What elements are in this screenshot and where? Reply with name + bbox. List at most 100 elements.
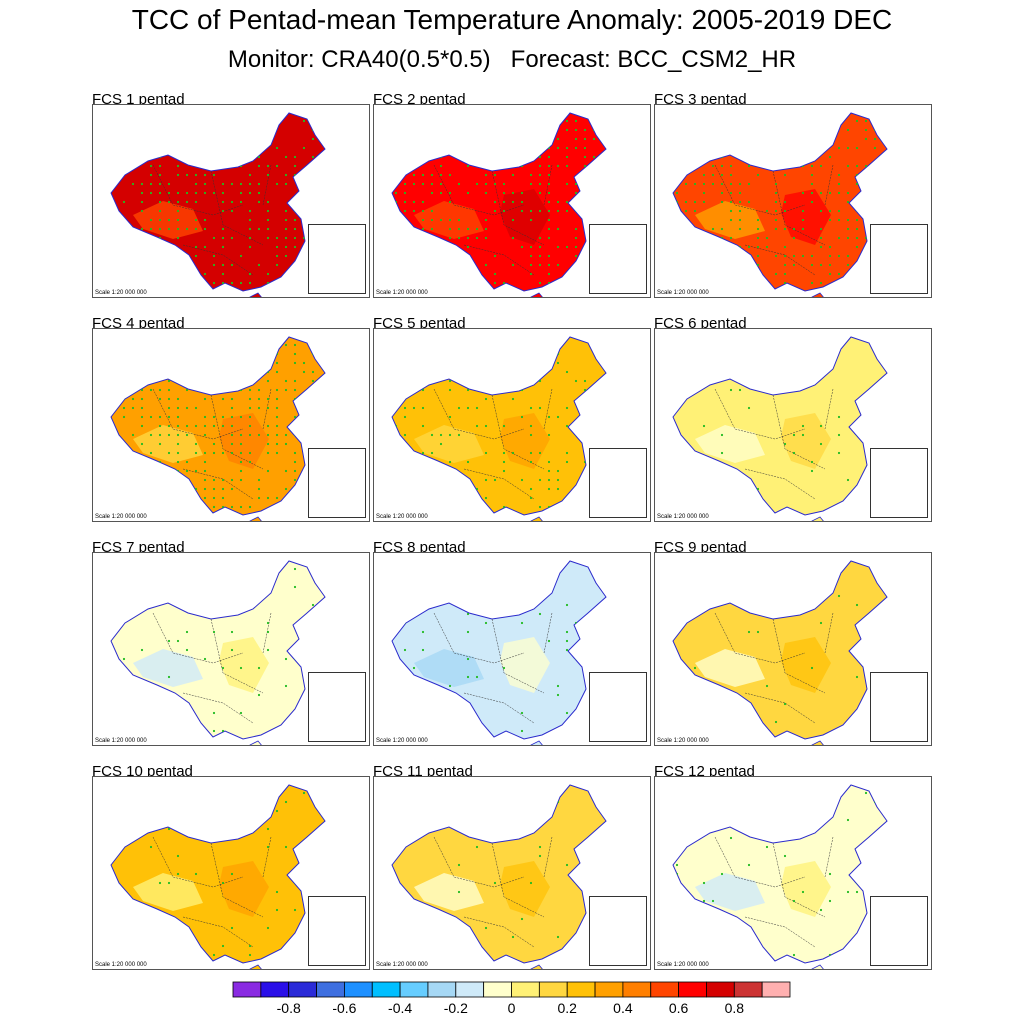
south-china-sea-inset bbox=[308, 448, 366, 518]
panel-label: FCS 5 pentad bbox=[373, 315, 466, 332]
tcc-patch bbox=[781, 637, 831, 693]
province-boundaries bbox=[152, 612, 272, 724]
colorbar-tick-label: -0.6 bbox=[332, 1000, 356, 1016]
tcc-patch bbox=[219, 413, 269, 469]
tcc-patch bbox=[500, 637, 550, 693]
hainan-island bbox=[811, 740, 824, 745]
province-boundaries bbox=[433, 612, 553, 724]
map-panel: FCS 11 pentad Scale 1:20 000 000 bbox=[373, 764, 651, 985]
scale-label: Scale 1:20 000 000 bbox=[95, 290, 147, 296]
map-frame: Scale 1:20 000 000 bbox=[654, 552, 932, 746]
map-frame: Scale 1:20 000 000 bbox=[92, 552, 370, 746]
map-frame: Scale 1:20 000 000 bbox=[373, 328, 651, 522]
china-map bbox=[391, 560, 607, 745]
province-boundaries bbox=[152, 164, 272, 276]
map-panel: FCS 10 pentad Scale 1:20 000 000 bbox=[92, 764, 370, 985]
scale-label: Scale 1:20 000 000 bbox=[376, 514, 428, 520]
hainan-island bbox=[530, 964, 543, 969]
south-china-sea-inset bbox=[308, 896, 366, 966]
china-map bbox=[110, 112, 326, 297]
map-frame: Scale 1:20 000 000 bbox=[92, 776, 370, 970]
tcc-patch bbox=[781, 189, 831, 245]
map-panel: FCS 5 pentad Scale 1:20 000 000 bbox=[373, 316, 651, 537]
colorbar-tick-label: 0.6 bbox=[669, 1000, 689, 1016]
tcc-patch bbox=[414, 649, 484, 687]
province-boundaries bbox=[714, 612, 834, 724]
colorbar-tick-label: -0.8 bbox=[277, 1000, 301, 1016]
scale-label: Scale 1:20 000 000 bbox=[657, 962, 709, 968]
china-map bbox=[110, 784, 326, 969]
hainan-island bbox=[530, 292, 543, 297]
scale-label: Scale 1:20 000 000 bbox=[95, 514, 147, 520]
south-china-sea-inset bbox=[870, 224, 928, 294]
province-boundaries bbox=[433, 164, 553, 276]
panel-label: FCS 1 pentad bbox=[92, 91, 185, 108]
hainan-island bbox=[530, 740, 543, 745]
panel-label: FCS 2 pentad bbox=[373, 91, 466, 108]
hainan-island bbox=[249, 516, 262, 521]
panel-label: FCS 11 pentad bbox=[373, 763, 473, 780]
colorbar-tick-label: -0.4 bbox=[388, 1000, 412, 1016]
china-map bbox=[110, 560, 326, 745]
hainan-island bbox=[530, 516, 543, 521]
map-panel: FCS 1 pentad Scale 1:20 000 000 bbox=[92, 92, 370, 313]
hainan-island bbox=[249, 740, 262, 745]
south-china-sea-inset bbox=[589, 448, 647, 518]
china-map bbox=[672, 112, 888, 297]
hainan-island bbox=[811, 964, 824, 969]
scale-label: Scale 1:20 000 000 bbox=[657, 738, 709, 744]
colorbar-tick-label: -0.2 bbox=[444, 1000, 468, 1016]
china-map bbox=[672, 336, 888, 521]
province-boundaries bbox=[714, 836, 834, 948]
map-frame: Scale 1:20 000 000 bbox=[654, 328, 932, 522]
province-boundaries bbox=[152, 388, 272, 500]
colorbar-tick-label: 0.2 bbox=[557, 1000, 577, 1016]
panel-label: FCS 7 pentad bbox=[92, 539, 185, 556]
colorbar-tick-label: 0.4 bbox=[613, 1000, 633, 1016]
china-map bbox=[391, 784, 607, 969]
tcc-patch bbox=[781, 861, 831, 917]
south-china-sea-inset bbox=[870, 896, 928, 966]
tcc-patch bbox=[133, 873, 203, 911]
colorbar-tick-label: 0 bbox=[508, 1000, 516, 1016]
tcc-patch bbox=[695, 649, 765, 687]
hainan-island bbox=[811, 292, 824, 297]
map-frame: Scale 1:20 000 000 bbox=[92, 328, 370, 522]
map-panel: FCS 3 pentad Scale 1:20 000 000 bbox=[654, 92, 932, 313]
panel-label: FCS 6 pentad bbox=[654, 315, 747, 332]
panel-label: FCS 4 pentad bbox=[92, 315, 185, 332]
map-panel: FCS 9 pentad Scale 1:20 000 000 bbox=[654, 540, 932, 761]
map-frame: Scale 1:20 000 000 bbox=[654, 104, 932, 298]
south-china-sea-inset bbox=[870, 448, 928, 518]
scale-label: Scale 1:20 000 000 bbox=[657, 514, 709, 520]
panel-label: FCS 8 pentad bbox=[373, 539, 466, 556]
map-frame: Scale 1:20 000 000 bbox=[373, 104, 651, 298]
panel-label: FCS 9 pentad bbox=[654, 539, 747, 556]
south-china-sea-inset bbox=[308, 224, 366, 294]
province-boundaries bbox=[433, 388, 553, 500]
south-china-sea-inset bbox=[308, 672, 366, 742]
map-panel: FCS 8 pentad Scale 1:20 000 000 bbox=[373, 540, 651, 761]
tcc-patch bbox=[500, 413, 550, 469]
china-map bbox=[110, 336, 326, 521]
south-china-sea-inset bbox=[870, 672, 928, 742]
scale-label: Scale 1:20 000 000 bbox=[376, 738, 428, 744]
map-frame: Scale 1:20 000 000 bbox=[654, 776, 932, 970]
province-boundaries bbox=[714, 164, 834, 276]
province-boundaries bbox=[152, 836, 272, 948]
map-frame: Scale 1:20 000 000 bbox=[92, 104, 370, 298]
china-map bbox=[672, 560, 888, 745]
scale-label: Scale 1:20 000 000 bbox=[376, 290, 428, 296]
china-map bbox=[391, 336, 607, 521]
tcc-patch bbox=[500, 861, 550, 917]
panel-label: FCS 12 pentad bbox=[654, 763, 755, 780]
south-china-sea-inset bbox=[589, 896, 647, 966]
scale-label: Scale 1:20 000 000 bbox=[95, 738, 147, 744]
hainan-island bbox=[811, 516, 824, 521]
tcc-patch bbox=[219, 637, 269, 693]
tcc-patch bbox=[133, 649, 203, 687]
tcc-patch bbox=[781, 413, 831, 469]
panel-label: FCS 3 pentad bbox=[654, 91, 747, 108]
figure-title: TCC of Pentad-mean Temperature Anomaly: … bbox=[131, 4, 893, 35]
hainan-island bbox=[249, 964, 262, 969]
